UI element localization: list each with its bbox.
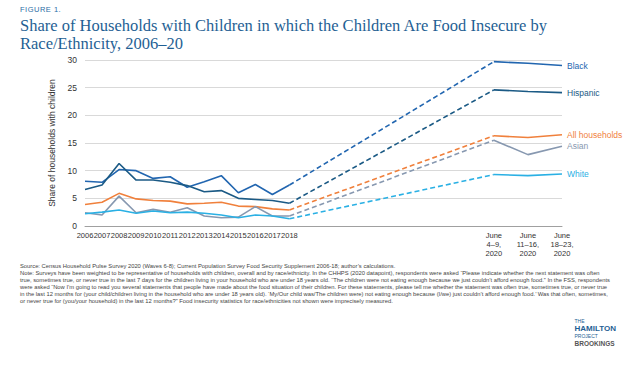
svg-text:Asian: Asian xyxy=(567,141,589,151)
html-text:FIGURE 1.: FIGURE 1. xyxy=(20,5,62,14)
svg-text:0: 0 xyxy=(72,221,77,231)
svg-text:2014: 2014 xyxy=(213,231,230,240)
html-text:THE: THE xyxy=(574,318,585,324)
svg-text:2016: 2016 xyxy=(247,231,264,240)
svg-text:20: 20 xyxy=(68,110,78,120)
svg-text:Share of households with child: Share of households with children xyxy=(47,79,57,207)
svg-text:June: June xyxy=(520,231,536,240)
svg-text:2010: 2010 xyxy=(145,231,162,240)
svg-text:2018: 2018 xyxy=(281,231,298,240)
svg-text:White: White xyxy=(567,169,589,179)
svg-text:25: 25 xyxy=(68,83,78,93)
svg-text:2006: 2006 xyxy=(77,231,94,240)
html-text:Share of Households with Child: Share of Households with Children in whi… xyxy=(20,16,547,53)
html-text:PROJECT: PROJECT xyxy=(574,333,598,339)
svg-text:11–16,: 11–16, xyxy=(517,240,539,249)
svg-text:18–23,: 18–23, xyxy=(551,240,574,249)
svg-text:2020: 2020 xyxy=(520,249,537,258)
svg-text:30: 30 xyxy=(68,55,78,65)
svg-text:2011: 2011 xyxy=(162,231,178,240)
svg-text:2012: 2012 xyxy=(179,231,196,240)
svg-text:Black: Black xyxy=(567,61,589,71)
html-text:BROOKINGS: BROOKINGS xyxy=(574,340,615,347)
svg-text:2017: 2017 xyxy=(264,231,281,240)
html-text:HAMILTON: HAMILTON xyxy=(574,324,616,333)
svg-text:June: June xyxy=(486,231,502,240)
html-text:Source: Census Household Pulse: Source: Census Household Pulse Survey 20… xyxy=(20,263,396,269)
svg-text:10: 10 xyxy=(68,166,78,176)
svg-text:5: 5 xyxy=(72,193,77,203)
svg-text:Hispanic: Hispanic xyxy=(567,88,600,98)
svg-text:June: June xyxy=(554,231,570,240)
svg-text:2009: 2009 xyxy=(128,231,145,240)
svg-text:2020: 2020 xyxy=(486,249,503,258)
svg-text:2015: 2015 xyxy=(230,231,247,240)
svg-text:2013: 2013 xyxy=(196,231,213,240)
svg-text:15: 15 xyxy=(68,138,78,148)
svg-text:2008: 2008 xyxy=(111,231,128,240)
svg-text:All households: All households xyxy=(567,130,622,140)
svg-text:4–9,: 4–9, xyxy=(487,240,502,249)
html-text:Note: Surveys have been weight: Note: Surveys have been weighted to be r… xyxy=(20,270,610,304)
svg-text:2007: 2007 xyxy=(94,231,111,240)
svg-text:2020: 2020 xyxy=(554,249,571,258)
